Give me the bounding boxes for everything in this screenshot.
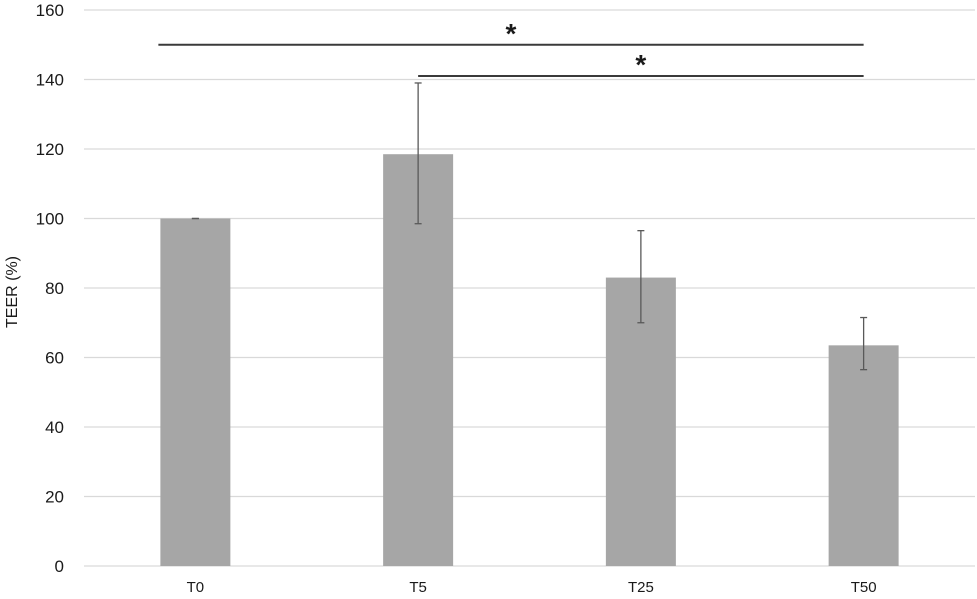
y-tick-label: 0: [55, 557, 64, 576]
y-tick-labels: 0 20 40 60 80 100 120 140 160: [36, 1, 64, 576]
bars: [160, 154, 899, 566]
significance-asterisk: *: [635, 49, 646, 80]
y-tick-label: 140: [36, 71, 64, 90]
x-tick-label: T5: [409, 579, 427, 596]
x-tick-label: T25: [628, 579, 654, 596]
y-tick-label: 80: [45, 279, 64, 298]
significance-asterisk: *: [506, 18, 517, 49]
y-tick-label: 120: [36, 140, 64, 159]
bar-t25: [605, 277, 676, 566]
y-tick-label: 100: [36, 210, 64, 229]
x-category-labels: T0 T5 T25 T50: [187, 579, 877, 596]
x-tick-label: T50: [851, 579, 877, 596]
grid-lines: [84, 9, 975, 567]
y-tick-label: 20: [45, 488, 64, 507]
y-axis-title: TEER (%): [4, 256, 21, 328]
bar-t0: [160, 218, 231, 566]
y-tick-label: 40: [45, 418, 64, 437]
error-bars: [191, 82, 868, 371]
y-tick-label: 160: [36, 1, 64, 20]
significance-brackets: **: [158, 18, 864, 80]
x-tick-label: T0: [187, 579, 205, 596]
y-tick-label: 60: [45, 349, 64, 368]
bar-t50: [828, 345, 899, 566]
